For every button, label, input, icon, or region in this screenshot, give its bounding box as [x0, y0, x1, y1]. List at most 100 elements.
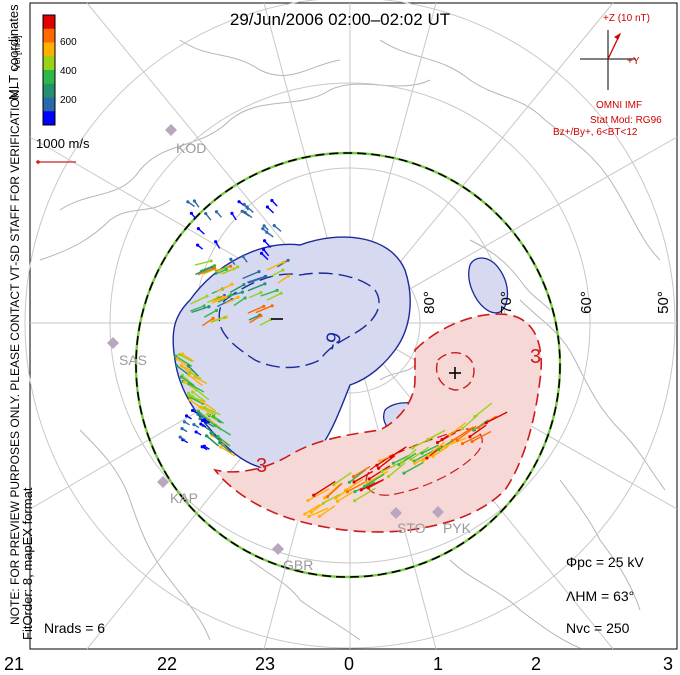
lat-label-70: 70° [497, 291, 515, 314]
velocity-vector [354, 487, 376, 502]
velocity-vector [366, 470, 389, 484]
velocity-vector-origin [476, 426, 481, 430]
velocity-vector-origin [306, 498, 310, 503]
velocity-vector [225, 296, 239, 304]
velocity-vector-origin [279, 291, 283, 295]
velocity-vector-origin [470, 439, 474, 444]
velocity-vector [266, 292, 282, 301]
velocity-vector-origin [221, 295, 225, 299]
velocity-vector [222, 266, 239, 275]
velocity-vector-origin [230, 282, 234, 286]
velocity-vector-origin [317, 514, 322, 518]
velocity-vector-origin [380, 469, 384, 474]
velocity-vector [182, 353, 195, 362]
velocity-vector-origin [312, 493, 316, 497]
velocity-vector [176, 365, 190, 376]
velocity-vector-origin [240, 290, 245, 294]
velocity-vector [214, 268, 227, 276]
velocity-vector [203, 268, 216, 275]
velocity-vector-origin [219, 445, 223, 449]
positive-cell-inner-contour [436, 352, 475, 391]
velocity-vector-origin [409, 457, 413, 461]
colorbar-frame [42, 14, 56, 126]
velocity-vector [381, 462, 400, 473]
velocity-vector-origin [437, 447, 441, 452]
colorbar-segment [43, 56, 55, 71]
velocity-vector-origin [240, 209, 244, 213]
velocity-vector-origin [212, 266, 217, 270]
velocity-vector [249, 315, 262, 324]
velocity-vector-origin [202, 444, 207, 448]
velocity-vector-origin [204, 434, 209, 438]
colorbar-segment [43, 70, 55, 85]
radar-site-kap [157, 476, 169, 488]
velocity-vector-origin [229, 257, 233, 261]
velocity-vector-origin [192, 422, 196, 427]
colorbar-tick-400: 400 [60, 66, 77, 77]
colorbar-segment [43, 28, 55, 43]
velocity-vector-origin [243, 210, 247, 215]
velocity-vector [345, 478, 364, 491]
velocity-vector [217, 435, 231, 447]
velocity-vector-origin [309, 510, 313, 514]
velocity-vector [449, 422, 467, 436]
velocity-vector [212, 415, 224, 424]
positive-cell-fill [213, 313, 542, 533]
mlt-label-2: 2 [531, 654, 542, 674]
mlt-label-3: 3 [663, 654, 674, 674]
velocity-vector [242, 271, 260, 280]
velocity-vector-origin [265, 205, 270, 209]
velocity-vector-origin [198, 405, 202, 409]
velocity-vector [337, 491, 354, 502]
velocity-vector [474, 402, 493, 418]
velocity-vector-origin [471, 428, 476, 432]
velocity-vector-origin [243, 296, 247, 300]
velocity-vector-origin [484, 421, 488, 425]
velocity-vector-origin [435, 440, 440, 445]
radar-site-sto [390, 507, 402, 519]
velocity-vector-origin [259, 291, 263, 295]
velocity-vector [194, 376, 208, 385]
velocity-vector-origin [259, 251, 264, 255]
velocity-vector [211, 296, 224, 302]
velocity-vector-origin [211, 414, 215, 418]
velocity-vector-origin [353, 490, 357, 494]
velocity-vector-origin [351, 475, 356, 479]
velocity-vector-origin [242, 202, 246, 207]
velocity-vector [400, 448, 417, 464]
velocity-vector-origin [230, 211, 234, 216]
radar-sites [107, 124, 444, 555]
velocity-vector-origin [352, 480, 356, 484]
velocity-vector-origin [440, 438, 444, 442]
velocity-vector [197, 267, 215, 276]
velocity-vector [195, 266, 213, 276]
velocity-vector-origin [218, 441, 222, 445]
velocity-vector-origin [257, 270, 261, 274]
velocity-vector-origin [366, 486, 370, 490]
velocity-vector [445, 437, 467, 447]
velocity-vector-origin [213, 424, 217, 428]
velocity-vector-origin [198, 417, 202, 421]
negative-cell-inner-contour [218, 272, 380, 369]
velocity-vector [190, 295, 208, 305]
velocity-vector-origin [187, 393, 191, 398]
radar-site-gbr [272, 543, 284, 555]
colorbar-segment [43, 97, 55, 112]
velocity-vector [367, 478, 384, 489]
velocity-vector-origin [334, 496, 338, 500]
mlt-label-1: 1 [433, 654, 444, 674]
velocity-vector-origin [378, 459, 382, 463]
velocity-vector [214, 425, 231, 436]
velocity-vector [188, 374, 203, 387]
velocity-vector [469, 424, 487, 438]
velocity-vector [319, 505, 336, 517]
velocity-vector [179, 354, 193, 363]
velocity-vector [327, 482, 343, 498]
velocity-vector-origin [212, 264, 217, 268]
velocity-vector-origin [209, 259, 213, 263]
mlt-label-22: 22 [157, 654, 178, 674]
velocity-vector-origin [189, 211, 194, 215]
velocity-vector-origin [431, 454, 435, 458]
velocity-vector-origin [184, 414, 189, 418]
velocity-vector-origin [275, 288, 279, 292]
